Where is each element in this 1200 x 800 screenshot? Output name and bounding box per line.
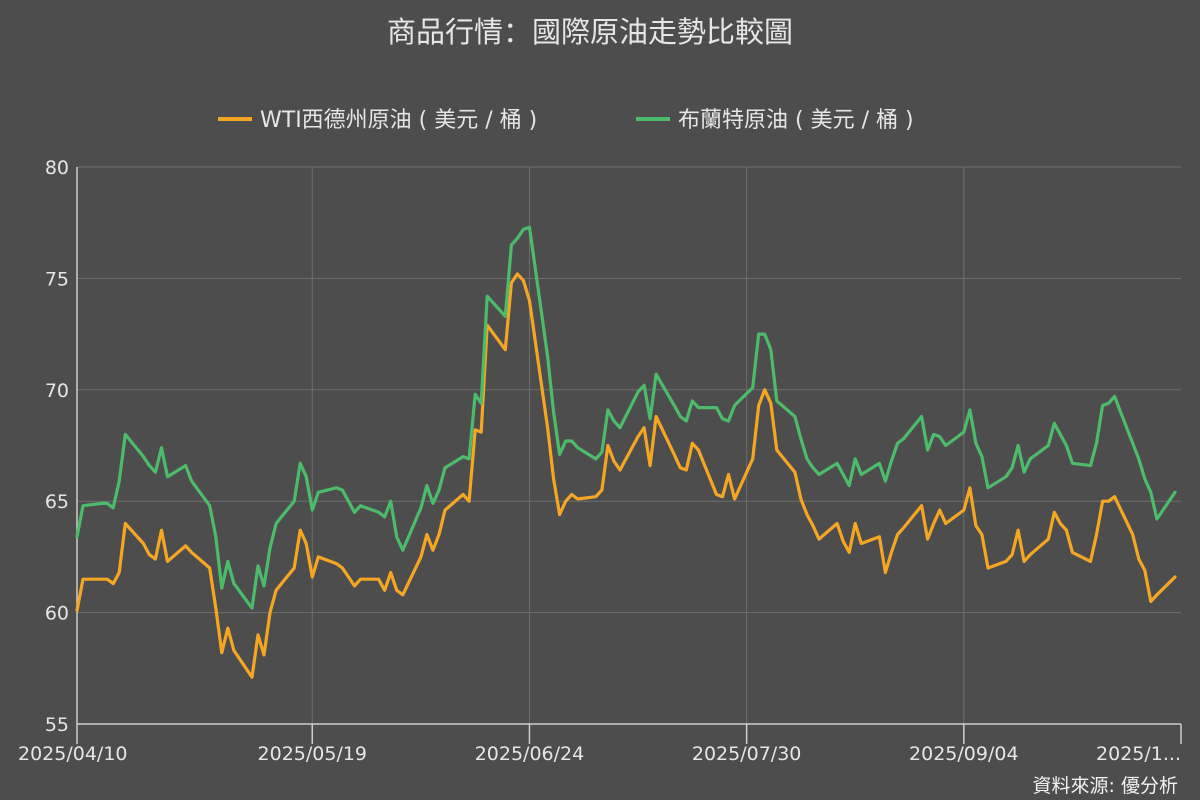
x-axis-ticks: 2025/04/10 2025/05/19 2025/06/24 2025/07/30… [18, 743, 1181, 765]
x-tick-label: 2025/07/30 [692, 743, 802, 765]
y-tick-label: 75 [45, 268, 69, 290]
legend: WTI西德州原油 ( 美元 / 桶 ) 布蘭特原油 ( 美元 / 桶 ) [218, 108, 914, 133]
gridlines [77, 166, 1181, 724]
y-axis-ticks: 55 60 65 70 75 80 [45, 157, 69, 736]
legend-label-brent: 布蘭特原油 ( 美元 / 桶 ) [678, 108, 914, 133]
x-tick-label: 2025/09/04 [909, 743, 1019, 765]
x-tick-label: 2025/1... [1096, 743, 1181, 765]
plot-area [75, 225, 1177, 679]
x-tick-label: 2025/04/10 [18, 743, 128, 765]
y-tick-label: 60 [45, 603, 69, 625]
y-tick-label: 65 [45, 491, 69, 513]
x-tick-label: 2025/05/19 [258, 743, 368, 765]
y-tick-label: 55 [45, 714, 69, 736]
legend-label-wti: WTI西德州原油 ( 美元 / 桶 ) [260, 108, 537, 133]
chart-title: 商品行情：國際原油走勢比較圖 [387, 15, 793, 49]
source-note: 資料來源: 優分析 [1033, 775, 1178, 797]
x-tick-label: 2025/06/24 [475, 743, 585, 765]
series-line-wti [75, 272, 1177, 679]
series-line-brent [75, 225, 1177, 610]
axes [76, 167, 1182, 744]
y-tick-label: 80 [45, 157, 69, 179]
y-tick-label: 70 [45, 380, 69, 402]
